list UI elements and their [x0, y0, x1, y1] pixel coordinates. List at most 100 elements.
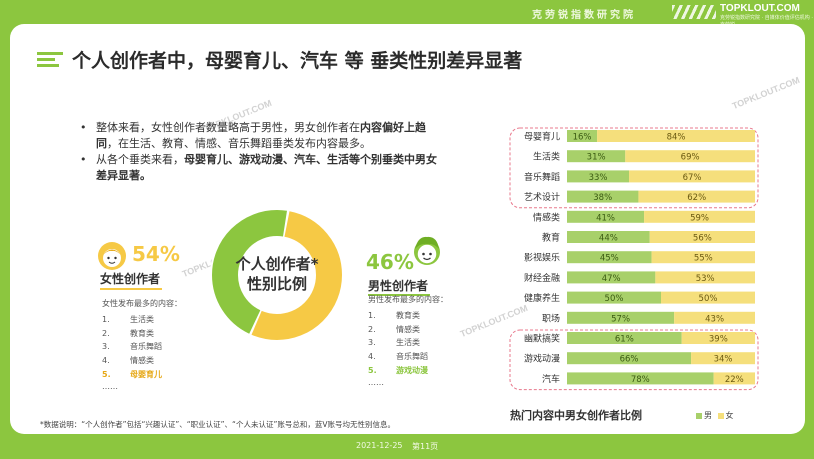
male-avatar-icon	[414, 236, 440, 265]
list-item: 5. 游戏动漫	[368, 364, 448, 378]
list-item-number: 2.	[368, 324, 376, 334]
bar-value-label-male: 50%	[605, 294, 624, 304]
male-label: 男性创作者	[368, 279, 429, 293]
list-item-label: 生活类	[130, 314, 154, 324]
donut-segment-female	[212, 210, 342, 340]
bar-category-label: 游戏动漫	[524, 353, 560, 365]
brand-logo: TOPKLOUT.COM	[720, 3, 800, 14]
bar-segment-male	[567, 231, 650, 243]
bar-value-label-male: 47%	[602, 274, 621, 284]
stripes-decoration	[672, 5, 716, 19]
list-item: 2. 教育类	[102, 327, 182, 341]
bar-value-label-female: 53%	[696, 274, 715, 284]
bullet-text-segment: 母婴育儿、游戏动漫、汽车、生活等个别垂类中男女差异显著。	[96, 153, 437, 182]
list-item-number: 5.	[368, 365, 377, 375]
list-item-label: 游戏动漫	[396, 365, 428, 375]
list-item-label: 情感类	[396, 324, 420, 334]
bar-category-label: 职场	[542, 313, 560, 324]
bar-segment-male	[567, 372, 714, 385]
bar-category-label: 财经金融	[524, 272, 560, 284]
list-item-number: 3.	[368, 338, 376, 348]
bar-value-label-female: 62%	[687, 193, 706, 203]
list-heading: 女性发布最多的内容：	[102, 299, 182, 308]
donut-segment-male	[212, 210, 342, 340]
list-item: 5. 母婴育儿	[102, 368, 182, 382]
bar-segment-male	[567, 271, 656, 284]
data-note: *数据说明：“个人创作者”包括“兴趣认证”、“职业认证”、“个人未认证”账号总和…	[40, 420, 395, 429]
bar-value-label-male: 38%	[593, 193, 612, 203]
bar-segment-female	[691, 352, 755, 365]
male-underline	[368, 294, 430, 296]
female-top-content-list: 女性发布最多的内容： 1. 生活类 2. 教育类 3. 音乐舞蹈 4. 情感类 5. 母婴育儿 ……	[102, 297, 182, 392]
bar-segment-male	[567, 170, 630, 183]
female-underline	[100, 288, 162, 290]
bar-segment-female	[644, 210, 755, 223]
gender-ratio-bar-chart: 母婴育儿 16% 84% 生活类 31% 69% 音乐舞蹈 33% 67% 艺术设计 38% 62% 情…	[509, 127, 759, 391]
highlight-group-2	[509, 329, 759, 391]
bar-value-label-male: 16%	[573, 133, 592, 143]
list-item-number: 3.	[102, 342, 110, 352]
female-percentage: 54%	[132, 242, 180, 266]
gender-donut-chart: 个人创作者* 性别比例	[210, 208, 344, 342]
title-list-icon	[37, 52, 63, 68]
list-item: 4. 音乐舞蹈	[368, 350, 448, 364]
list-item-number: 4.	[368, 352, 376, 362]
bar-segment-female	[651, 251, 755, 264]
page-number: 第11页	[412, 442, 439, 451]
bar-value-label-male: 66%	[620, 355, 639, 365]
content-card: 个人创作者中，母婴育儿、汽车 等 垂类性别差异显著 TOPKLOUT.COM T…	[10, 24, 805, 434]
list-item: 4. 情感类	[102, 354, 182, 368]
bar-segment-female	[638, 190, 755, 203]
bar-value-label-female: 59%	[690, 213, 709, 223]
bar-value-label-female: 84%	[667, 133, 686, 143]
list-item: 1. 生活类	[102, 313, 182, 327]
bar-segment-female	[597, 130, 755, 142]
bar-segment-female	[625, 150, 755, 163]
list-item-number: 1.	[368, 310, 376, 320]
bullet-text-segment: 整体来看，女性创作者数量略高于男性，男女创作者在	[96, 121, 360, 134]
bar-chart-title: 热门内容中男女创作者比例	[510, 409, 642, 422]
donut-center-line-2: 性别比例	[247, 275, 307, 293]
list-item-label: 母婴育儿	[130, 369, 162, 379]
footer: 2021-12-25 第11页	[0, 437, 814, 459]
list-item-label: 情感类	[130, 356, 154, 366]
donut-center-line-1: 个人创作者*	[235, 255, 319, 273]
bar-value-label-male: 57%	[611, 314, 630, 324]
list-item: 3. 生活类	[368, 336, 448, 350]
bar-segment-female	[655, 271, 755, 284]
bar-category-label: 艺术设计	[524, 191, 560, 203]
bar-segment-female	[649, 231, 755, 243]
footer-date: 2021-12-25	[356, 441, 403, 450]
bar-category-label: 音乐舞蹈	[524, 171, 560, 183]
bar-segment-male	[567, 352, 692, 365]
bar-value-label-female: 55%	[694, 254, 713, 264]
bar-value-label-female: 56%	[693, 234, 712, 244]
bar-chart-legend: 男 女	[693, 410, 734, 421]
list-item-number: 4.	[102, 356, 110, 366]
male-percentage: 46%	[366, 250, 414, 274]
list-item: 3. 音乐舞蹈	[102, 340, 182, 354]
legend-male-swatch	[696, 412, 702, 419]
top-bar: 克劳锐指数研究院 TOPKLOUT.COM 克劳锐指数研究院 · 自媒体价值评估…	[0, 0, 814, 28]
list-item-label: 音乐舞蹈	[130, 342, 162, 352]
bar-value-label-male: 33%	[589, 173, 608, 183]
bar-segment-female	[681, 332, 755, 344]
bar-segment-male	[567, 332, 682, 344]
bar-category-label: 母婴育儿	[524, 131, 560, 143]
list-item-label: 音乐舞蹈	[396, 352, 428, 362]
list-ellipsis: ……	[102, 381, 118, 391]
list-heading: 男性发布最多的内容：	[368, 295, 448, 304]
bar-category-label: 影视娱乐	[524, 252, 560, 264]
bar-value-label-male: 31%	[587, 153, 606, 163]
legend-female-label: 女	[725, 411, 734, 420]
bar-category-label: 幽默搞笑	[524, 333, 560, 345]
bar-segment-female	[713, 372, 755, 385]
list-item-label: 教育类	[396, 310, 420, 320]
bar-value-label-female: 67%	[683, 173, 702, 183]
legend-male-label: 男	[704, 411, 712, 420]
bar-category-label: 汽车	[542, 373, 560, 385]
bar-value-label-male: 45%	[600, 254, 619, 264]
list-item: 2. 情感类	[368, 323, 448, 337]
watermark: TOPKLOUT.COM	[730, 74, 802, 112]
list-item-number: 2.	[102, 328, 110, 338]
